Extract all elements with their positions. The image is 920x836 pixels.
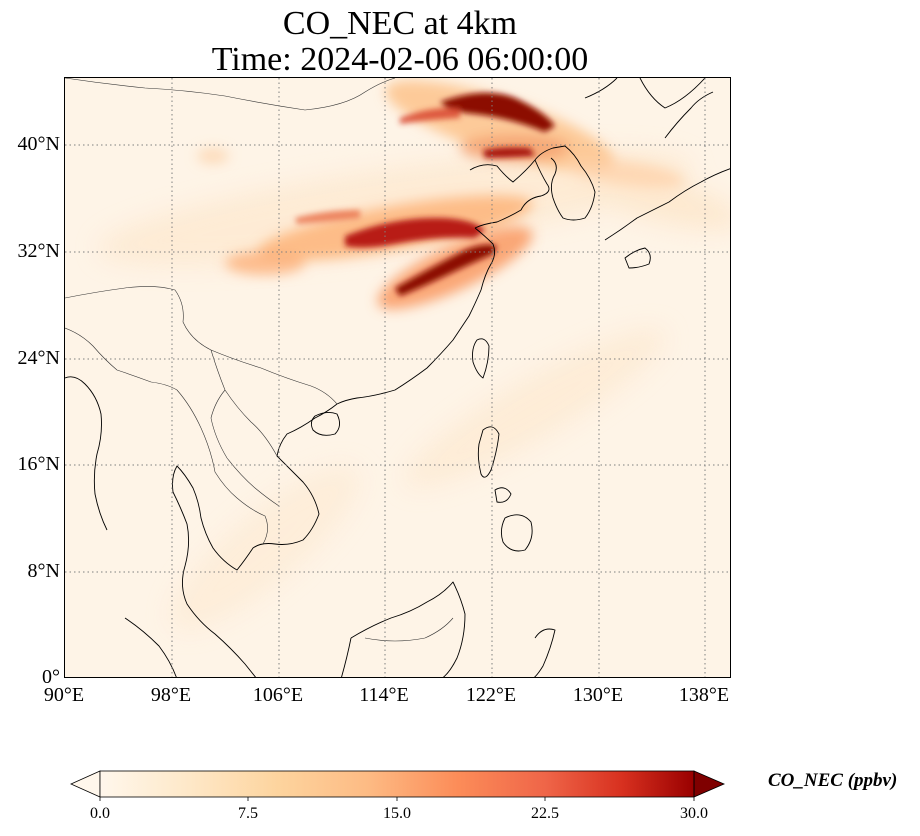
colorbar-tick-7-5: 7.5 [238,805,258,822]
sumatra-tip [124,617,177,677]
lon-label-122e: 122°E [465,684,517,706]
colorbar-max-extend [693,770,726,798]
hainan-island [310,411,340,436]
myanmar-india-border [65,327,178,391]
lon-label-90e: 90°E [43,684,85,706]
sulawesi [534,628,556,677]
plume-central-china-core [345,217,485,248]
coastlines [65,78,730,677]
taiwan-island [472,338,490,379]
country-borders [65,78,454,642]
plume-north-china-mongolia-tail [400,107,460,124]
lon-label-98e: 98°E [150,684,192,706]
lat-label-24n: 24°N [17,347,60,369]
myanmar-coast [65,376,108,531]
plume-western-tail [197,148,229,164]
lon-label-114e: 114°E [359,684,409,706]
japan-islands [604,91,730,269]
borneo-inner-border [364,617,454,642]
lon-label-138e: 138°E [678,684,730,706]
map-title: CO_NEC at 4km [282,5,518,42]
map-canvas [65,78,730,677]
philippines-mindanao [494,487,533,552]
map-panel [64,77,731,678]
colorbar-tick-30: 30.0 [680,805,708,822]
lat-label-8n: 8°N [27,560,60,582]
china-coastline [336,145,566,405]
colorbar-tick-15: 15.0 [383,805,411,822]
lon-label-106e: 106°E [252,684,304,706]
colorbar-min-extend [70,770,101,798]
thailand-border [176,389,268,545]
russia-north-coast [584,78,706,109]
lat-label-0: 0° [42,666,60,688]
colorbar-label: CO_NEC (ppbv) [768,770,898,791]
korean-peninsula [550,145,596,221]
lon-label-130e: 130°E [572,684,624,706]
borneo-north-coast [341,581,466,677]
lat-label-40n: 40°N [17,133,60,155]
colorbar-tick-0: 0.0 [90,805,110,822]
philippines-luzon [477,426,500,478]
plume-korea-tail [565,158,685,188]
plume-north-china-mongolia-core [440,92,555,132]
laos-vietnam-border [210,349,280,507]
plume-central-china-thin [295,210,360,224]
lat-label-32n: 32°N [17,240,60,262]
plume-sichuan [225,251,305,275]
plume-yangtze-core [395,244,497,296]
colorbar-gradient [100,771,694,797]
colorbar [70,770,726,801]
china-mongolia-border [65,78,396,111]
map-gridlines [65,78,730,677]
lat-label-16n: 16°N [17,453,60,475]
china-southwest-border [65,286,338,405]
indochina-coast [172,403,338,677]
colorbar-tick-22-5: 22.5 [531,805,559,822]
plume-bohai-core [483,147,535,158]
map-time-subtitle: Time: 2024-02-06 06:00:00 [211,41,589,78]
